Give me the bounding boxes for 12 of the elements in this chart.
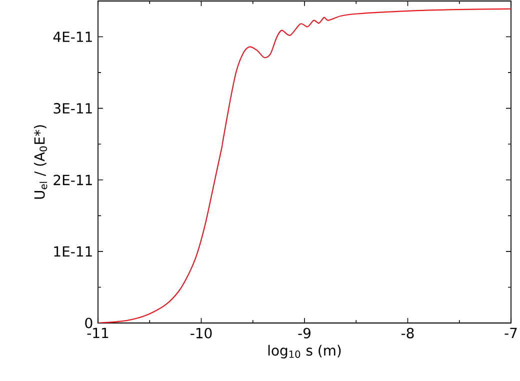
x-tick-label: -8 — [401, 328, 414, 338]
x-tick-label: -9 — [298, 328, 310, 338]
x-tick-label: -10 — [190, 328, 212, 338]
y-tick-label: 2E-11 — [54, 174, 92, 186]
x-tick-label: -11 — [87, 328, 108, 338]
x-tick-label: -7 — [504, 328, 517, 338]
y-tick-label: 3E-11 — [54, 103, 92, 114]
y-tick-label: 1E-11 — [54, 246, 92, 257]
y-tick-label: 4E-11 — [53, 32, 92, 42]
x-axis-title: log$_{10}$ s (m) — [268, 344, 341, 358]
y-axis-title: U$_{el}$ / (A$_{0}$E*) — [34, 125, 48, 199]
y-tick-label: 0 — [85, 318, 92, 328]
